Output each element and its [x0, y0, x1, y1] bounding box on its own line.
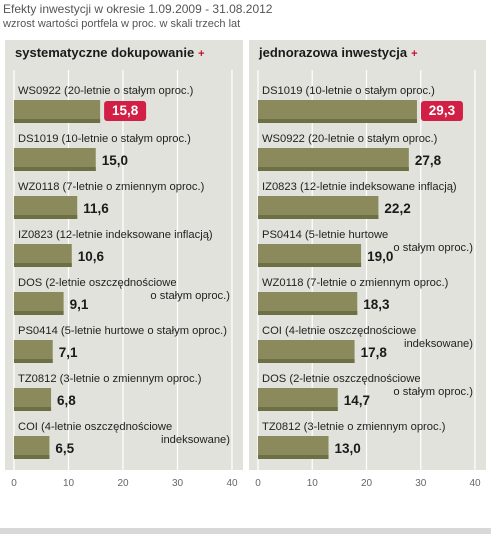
bar	[14, 388, 52, 411]
panel-divider	[243, 40, 249, 518]
bar-shadow	[14, 119, 101, 123]
x-tick-label: 10	[63, 478, 75, 489]
bar-shadow	[258, 119, 417, 123]
x-tick-label: 10	[307, 478, 319, 489]
x-tick-label: 20	[117, 478, 129, 489]
bar	[14, 100, 101, 123]
bar-shadow	[258, 263, 362, 267]
x-tick-label: 40	[226, 478, 238, 489]
category-label: DOS (2-letnie oszczędnościowe	[262, 373, 421, 385]
category-label: indeksowane)	[404, 338, 473, 350]
bar-shadow	[14, 455, 50, 459]
category-label: indeksowane)	[161, 434, 230, 446]
bar	[14, 340, 53, 363]
category-label: TZ0812 (3-letnie o zmiennym oproc.)	[18, 373, 202, 385]
category-label: WS0922 (20-letnie o stałym oproc.)	[262, 133, 438, 145]
chart-title: Efekty inwestycji w okresie 1.09.2009 - …	[3, 2, 273, 16]
bar-shadow	[14, 215, 78, 219]
x-tick-label: 40	[469, 478, 481, 489]
category-label: IZ0823 (12-letnie indeksowane inflacją)	[18, 229, 213, 241]
category-label: WZ0118 (7-letnie o zmiennym oproc.)	[262, 277, 449, 289]
value-label: 19,0	[367, 249, 393, 264]
bar	[258, 388, 338, 411]
value-label: 29,3	[429, 103, 456, 118]
value-highlight-box	[104, 101, 147, 121]
bar	[258, 196, 379, 219]
value-label: 6,8	[57, 393, 76, 408]
value-label: 13,0	[335, 441, 361, 456]
category-label: IZ0823 (12-letnie indeksowane inflacją)	[262, 181, 457, 193]
value-highlight-box	[420, 101, 463, 121]
category-label: WS0922 (20-letnie o stałym oproc.)	[18, 85, 194, 97]
bar	[14, 292, 64, 315]
x-tick-label: 0	[255, 478, 261, 489]
category-label: PS0414 (5-letnie hurtowe o stałym oproc.…	[18, 325, 227, 337]
panel-title-systematic-text: systematyczne dokupowanie	[15, 45, 195, 60]
bar-shadow	[258, 311, 358, 315]
value-label: 22,2	[384, 201, 410, 216]
category-label: PS0414 (5-letnie hurtowe	[262, 229, 388, 241]
bar	[258, 244, 362, 267]
chart-systematic: 0 10 20 30 40 WS0922 (20-letnie o stałym opro…	[5, 40, 243, 489]
bar-shadow	[14, 263, 72, 267]
category-label: o stałym oproc.)	[393, 386, 473, 398]
bar-shadow	[258, 359, 355, 363]
chart-onetime: 0 10 20 30 40 DS1019 (10-letnie o stałym opro…	[249, 40, 486, 489]
value-label: 6,5	[55, 441, 74, 456]
plus-marker-icon: +	[411, 48, 418, 60]
bar-shadow	[14, 311, 64, 315]
bar-shadow	[258, 455, 329, 459]
bar	[258, 340, 355, 363]
value-label: 11,6	[83, 201, 109, 216]
bar	[14, 148, 96, 171]
category-label: COI (4-letnie oszczędnościowe	[262, 325, 416, 337]
x-tick-label: 0	[11, 478, 17, 489]
category-label: WZ0118 (7-letnie o zmiennym oproc.)	[18, 181, 205, 193]
bar	[258, 292, 358, 315]
category-label: DS1019 (10-letnie o stałym oproc.)	[262, 85, 435, 97]
value-label: 10,6	[78, 249, 105, 264]
value-label: 17,8	[361, 345, 388, 360]
bar	[14, 436, 50, 459]
bar-shadow	[14, 167, 96, 171]
bar-shadow	[258, 215, 379, 219]
bar	[14, 196, 78, 219]
category-label: DOS (2-letnie oszczędnościowe	[18, 277, 177, 289]
panel-title-systematic: systematyczne dokupowanie +	[15, 45, 205, 60]
value-label: 14,7	[344, 393, 370, 408]
plus-marker-icon: +	[198, 48, 205, 60]
chart-subtitle: wzrost wartości portfela w proc. w skali…	[3, 18, 241, 30]
x-tick-label: 30	[415, 478, 427, 489]
value-label: 15,0	[102, 153, 128, 168]
bar	[258, 148, 409, 171]
panel-systematic: 0 10 20 30 40 WS0922 (20-letnie o stałym opro…	[5, 40, 243, 534]
category-label: DS1019 (10-letnie o stałym oproc.)	[18, 133, 191, 145]
value-label: 15,8	[112, 103, 139, 118]
panel-title-onetime: jednorazowa inwestycja +	[259, 45, 418, 60]
category-label: COI (4-letnie oszczędnościowe	[18, 421, 172, 433]
bar-shadow	[258, 167, 409, 171]
bar	[258, 100, 417, 123]
bar	[14, 244, 72, 267]
value-label: 9,1	[70, 297, 89, 312]
bar-shadow	[258, 407, 338, 411]
x-tick-label: 20	[361, 478, 373, 489]
category-label: o stałym oproc.)	[393, 242, 473, 254]
chart-header: Efekty inwestycji w okresie 1.09.2009 - …	[3, 2, 483, 31]
value-label: 18,3	[363, 297, 390, 312]
value-label: 7,1	[59, 345, 78, 360]
panel-title-onetime-text: jednorazowa inwestycja	[259, 45, 408, 60]
bar	[258, 436, 329, 459]
bar-shadow	[14, 407, 52, 411]
category-label: TZ0812 (3-letnie o zmiennym oproc.)	[262, 421, 446, 433]
category-label: o stałym oproc.)	[150, 290, 230, 302]
x-tick-label: 30	[172, 478, 184, 489]
footer-line	[0, 528, 491, 534]
value-label: 27,8	[415, 153, 442, 168]
bar-shadow	[14, 359, 53, 363]
panel-onetime: 0 10 20 30 40 DS1019 (10-letnie o stałym opro…	[249, 40, 486, 534]
